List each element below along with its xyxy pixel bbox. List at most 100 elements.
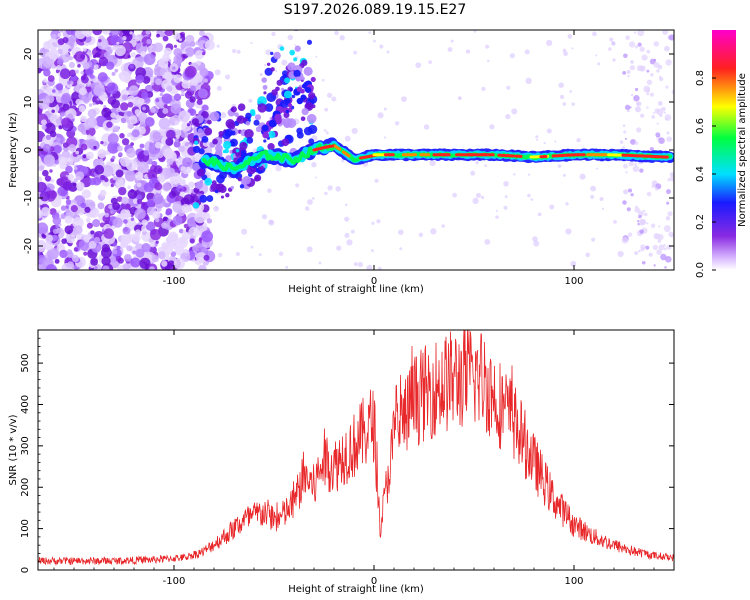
transition-blob <box>293 57 298 62</box>
noise-blob <box>166 129 176 140</box>
noise-speck <box>642 209 646 212</box>
noise-blob <box>59 68 71 80</box>
snr-y-axis-label: SNR (10 * v/v) <box>8 414 19 485</box>
noise-speck <box>627 74 630 78</box>
noise-speck <box>525 77 532 85</box>
noise-blob <box>148 142 153 147</box>
noise-blob <box>197 88 208 99</box>
snr-x-tick-label: -100 <box>163 576 186 587</box>
streak-blob <box>284 100 289 105</box>
noise-blob <box>50 33 57 40</box>
noise-speck <box>657 233 664 241</box>
noise-blob <box>126 111 133 117</box>
noise-blob <box>155 78 162 86</box>
noise-speck <box>216 44 220 48</box>
noise-blob <box>94 125 99 130</box>
noise-speck <box>373 39 376 43</box>
noise-blob <box>38 165 45 171</box>
transition-blob <box>239 141 248 151</box>
noise-blob <box>163 148 174 159</box>
noise-blob <box>141 243 151 253</box>
noise-speck <box>634 45 639 49</box>
noise-blob <box>130 217 135 221</box>
noise-speck <box>567 34 573 39</box>
noise-blob <box>82 154 87 159</box>
transition-blob <box>261 77 267 83</box>
transition-blob <box>270 51 274 56</box>
noise-speck <box>633 31 637 34</box>
transition-blob <box>245 112 252 120</box>
noise-speck <box>646 106 649 109</box>
noise-blob <box>195 252 207 263</box>
noise-blob <box>183 248 189 254</box>
noise-speck <box>495 215 499 219</box>
track-hotspot <box>497 153 515 158</box>
noise-blob <box>102 30 111 35</box>
noise-blob <box>84 206 91 213</box>
noise-speck <box>599 196 604 202</box>
noise-speck <box>537 212 542 217</box>
noise-speck <box>294 44 297 47</box>
noise-speck <box>326 92 333 98</box>
snr-y-tick-label: 100 <box>20 519 31 538</box>
noise-speck <box>314 176 317 179</box>
noise-speck <box>345 203 348 207</box>
noise-speck <box>295 183 300 188</box>
spectrogram-x-axis-label: Height of straight line (km) <box>288 284 424 295</box>
noise-blob <box>40 206 51 217</box>
noise-speck <box>554 140 557 143</box>
noise-speck <box>623 53 628 59</box>
noise-speck <box>629 41 636 48</box>
noise-blob <box>173 93 182 101</box>
transition-blob <box>253 119 260 126</box>
noise-speck <box>565 202 569 206</box>
colorbar-tick-label: 0.6 <box>695 118 706 134</box>
noise-blob <box>140 50 147 57</box>
transition-blob <box>281 87 285 91</box>
noise-blob <box>97 202 105 210</box>
noise-blob <box>81 189 92 199</box>
noise-blob <box>154 141 162 149</box>
noise-blob <box>124 170 137 182</box>
noise-speck <box>597 62 601 66</box>
noise-blob <box>136 182 142 188</box>
transition-blob <box>234 112 239 117</box>
noise-speck <box>663 225 671 233</box>
noise-blob <box>139 143 145 149</box>
noise-speck <box>241 228 248 235</box>
noise-blob <box>62 103 70 111</box>
noise-speck <box>323 129 327 132</box>
noise-speck <box>653 264 656 267</box>
noise-blob <box>173 140 181 148</box>
noise-blob <box>77 64 81 68</box>
noise-blob <box>173 44 178 48</box>
noise-blob <box>204 78 208 83</box>
snr-y-tick-label: 400 <box>20 395 31 414</box>
noise-blob <box>110 183 114 188</box>
noise-speck <box>590 194 595 199</box>
noise-speck <box>250 245 254 249</box>
noise-speck <box>619 140 624 144</box>
streak-blob <box>310 76 316 82</box>
noise-speck <box>325 131 329 135</box>
noise-blob <box>161 93 173 104</box>
noise-blob <box>162 216 168 222</box>
noise-speck <box>475 192 482 198</box>
noise-speck <box>473 30 477 33</box>
noise-blob <box>125 203 131 209</box>
noise-blob <box>150 107 156 113</box>
noise-blob <box>143 182 154 193</box>
noise-blob <box>173 47 183 57</box>
noise-blob <box>127 185 131 190</box>
noise-blob <box>75 171 85 181</box>
transition-blob <box>193 140 199 145</box>
transition-blob <box>191 118 200 126</box>
transition-blob <box>287 62 296 71</box>
noise-blob <box>123 219 128 224</box>
colorbar-gradient <box>712 30 736 270</box>
noise-speck <box>634 106 642 113</box>
noise-speck <box>569 90 573 93</box>
noise-speck <box>485 44 490 49</box>
noise-speck <box>665 216 671 221</box>
noise-blob <box>139 257 151 269</box>
